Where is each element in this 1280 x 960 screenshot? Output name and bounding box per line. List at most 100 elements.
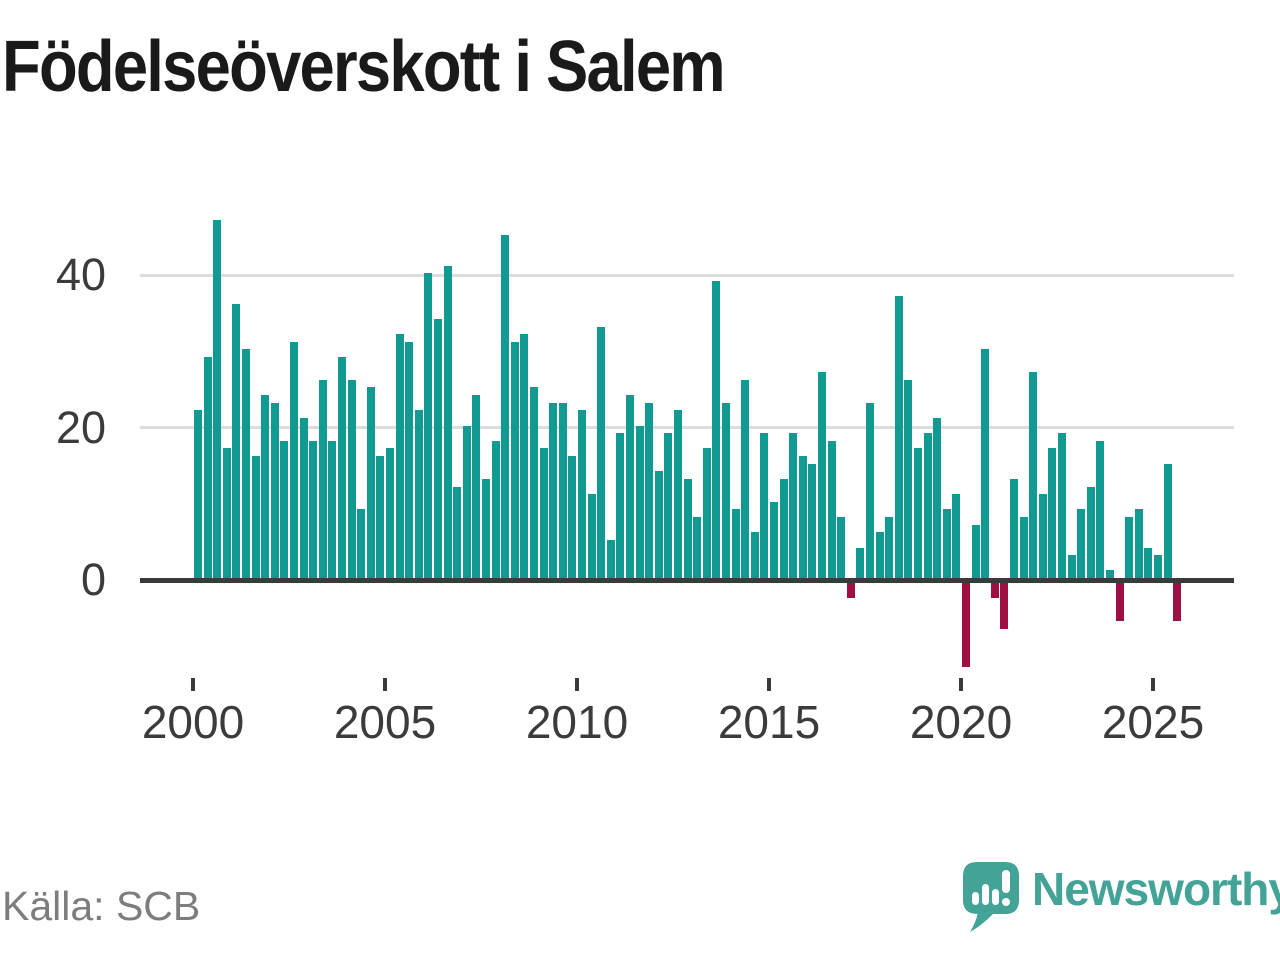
bar-2014-q4 (760, 433, 769, 578)
bar-2021-q4 (1029, 372, 1038, 578)
bar-2002-q4 (299, 418, 308, 578)
bar-2017-q2 (856, 548, 865, 578)
bar-2005-q1 (386, 448, 394, 578)
bar-2008-q3 (520, 334, 529, 578)
x-tick-2025 (1151, 678, 1155, 691)
bar-2012-q4 (683, 479, 692, 578)
x-tick-2015 (767, 678, 771, 691)
x-tick-2005 (383, 678, 387, 691)
bar-2020-q3 (981, 349, 990, 578)
y-label-20: 20 (55, 402, 106, 453)
x-label-2020: 2020 (909, 696, 1013, 748)
bar-2023-q4 (1106, 570, 1114, 578)
bar-2019-q2 (933, 418, 942, 578)
bar-2024-q1 (1115, 583, 1124, 621)
bar-2013-q2 (702, 448, 711, 578)
bar-2010-q3 (597, 327, 606, 578)
bar-2005-q3 (405, 342, 414, 578)
bar-2001-q2 (242, 349, 250, 578)
bar-2007-q4 (491, 441, 500, 578)
bar-2009-q1 (539, 448, 548, 578)
bar-2024-q2 (1125, 517, 1134, 578)
bar-2020-q1 (962, 583, 970, 667)
bar-2012-q2 (664, 433, 673, 578)
x-tick-2000 (191, 678, 195, 691)
bar-2016-q1 (808, 464, 817, 578)
y-label-0: 0 (80, 554, 106, 605)
bar-2000-q1 (194, 410, 202, 578)
bar-2021-q3 (1019, 517, 1028, 578)
y-label-40: 40 (55, 249, 106, 300)
bar-2014-q1 (731, 509, 740, 578)
bar-2014-q3 (750, 532, 759, 578)
x-label-2010: 2010 (525, 696, 629, 748)
bar-2011-q4 (645, 403, 654, 578)
x-label-2000: 2000 (141, 696, 245, 748)
bar-2006-q1 (424, 273, 433, 578)
bar-2007-q3 (482, 479, 490, 578)
page-title: Födelseöverskott i Salem (2, 27, 726, 107)
bar-2002-q2 (280, 441, 289, 578)
bar-2012-q3 (674, 410, 682, 578)
bar-2022-q2 (1048, 448, 1057, 578)
bar-2021-q2 (1010, 479, 1018, 578)
speech-bubble-bar-chart-icon (963, 862, 1019, 932)
bar-2022-q4 (1067, 555, 1076, 578)
bar-2009-q3 (558, 403, 567, 578)
bar-2006-q2 (434, 319, 442, 578)
bar-2007-q1 (462, 426, 471, 578)
bar-2012-q1 (654, 471, 663, 578)
bar-2010-q4 (606, 540, 615, 578)
bar-2018-q4 (914, 448, 922, 578)
bar-2025-q2 (1163, 464, 1172, 578)
bar-2019-q3 (942, 509, 951, 578)
bar-2016-q3 (827, 441, 836, 578)
bar-2024-q4 (1144, 548, 1153, 578)
bar-2003-q1 (309, 441, 318, 578)
bar-2020-q2 (971, 525, 980, 578)
bar-2001-q3 (251, 456, 260, 578)
bar-2025-q1 (1154, 555, 1162, 578)
bar-2017-q4 (875, 532, 884, 578)
bar-2023-q2 (1086, 487, 1095, 578)
bar-2020-q4 (990, 583, 999, 598)
bar-2000-q2 (203, 357, 212, 578)
bar-2016-q4 (837, 517, 846, 578)
bar-2015-q1 (770, 502, 778, 578)
x-axis-line (140, 578, 1234, 583)
bar-2002-q3 (290, 342, 298, 578)
bar-2002-q1 (270, 403, 279, 578)
bar-2022-q3 (1058, 433, 1066, 578)
bar-2004-q3 (366, 387, 375, 578)
bar-2001-q1 (232, 304, 241, 578)
bar-2000-q3 (213, 220, 222, 578)
bar-2004-q1 (347, 380, 356, 578)
bar-2011-q2 (626, 395, 634, 578)
bar-2021-q1 (1000, 583, 1009, 629)
bar-2000-q4 (222, 448, 231, 578)
bar-2006-q3 (443, 266, 452, 578)
bar-2017-q3 (866, 403, 874, 578)
x-label-2025: 2025 (1101, 696, 1205, 748)
brand-wordmark: Newsworthy (1032, 863, 1280, 915)
bar-2011-q3 (635, 426, 644, 578)
bar-2003-q3 (328, 441, 337, 578)
gridline-40 (140, 274, 1234, 277)
bar-2016-q2 (818, 372, 826, 578)
gridline-20 (140, 426, 1234, 429)
bar-2001-q4 (261, 395, 270, 578)
bar-2008-q4 (530, 387, 538, 578)
bar-2003-q2 (318, 380, 327, 578)
bar-2009-q4 (568, 456, 577, 578)
bar-2018-q1 (885, 517, 894, 578)
bar-2019-q4 (952, 494, 961, 578)
source-note: Källa: SCB (2, 883, 201, 929)
bar-2018-q3 (904, 380, 913, 578)
x-tick-2010 (575, 678, 579, 691)
bar-2004-q2 (357, 509, 366, 578)
bar-2024-q3 (1134, 509, 1143, 578)
bar-2011-q1 (616, 433, 625, 578)
bar-2025-q3 (1173, 583, 1182, 621)
bar-2019-q1 (923, 433, 932, 578)
